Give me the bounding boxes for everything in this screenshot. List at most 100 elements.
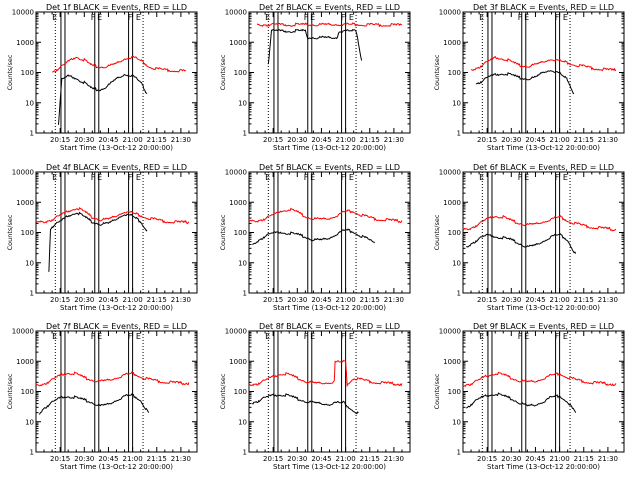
y-tick-label: 10 (25, 418, 34, 426)
panel-det-3: Det 3f BLACK = Events, RED = LLD 1 10 100 10… (433, 3, 625, 152)
x-tick-label: 20:30 (74, 455, 94, 463)
event-marker-label: E (136, 13, 141, 22)
y-tick-label: 1 (457, 130, 461, 138)
x-tick-label: 21:30 (598, 136, 618, 144)
event-marker-label: F (91, 332, 96, 341)
y-tick-label: 1000 (16, 199, 34, 207)
x-tick-label: 21:15 (147, 455, 167, 463)
plot-frame (462, 171, 625, 294)
plot-frame (462, 330, 625, 453)
event-marker-label: E (349, 173, 354, 182)
event-marker-label: E (52, 13, 57, 22)
y-axis-label: Counts/sec (219, 373, 227, 409)
x-tick-label: 21:30 (598, 455, 618, 463)
y-axis-label: Counts/sec (6, 54, 14, 90)
event-marker-label: E (479, 173, 484, 182)
event-marker-label: F (555, 332, 560, 341)
x-axis-label: Start Time (13-Oct-12 20:00:00) (273, 304, 386, 312)
panel-det-9: Det 9f BLACK = Events, RED = LLD 1 10 100 10… (433, 322, 625, 471)
event-marker-label: E (97, 13, 102, 22)
y-tick-label: 10 (452, 418, 461, 426)
x-axis-label: Start Time (13-Oct-12 20:00:00) (487, 144, 600, 152)
plot-frame (35, 171, 198, 294)
event-marker-label: F (304, 13, 309, 22)
x-tick-label: 20:15 (50, 136, 70, 144)
x-tick-label: 21:15 (574, 296, 594, 304)
event-marker-label: F (128, 332, 133, 341)
y-tick-label: 1000 (229, 358, 247, 366)
x-tick-label: 20:30 (501, 136, 521, 144)
series-line-lld (471, 55, 617, 72)
event-marker-label: E (97, 332, 102, 341)
x-tick-label: 20:45 (525, 136, 545, 144)
x-axis-label: Start Time (13-Oct-12 20:00:00) (273, 144, 386, 152)
series-line-events (267, 28, 363, 65)
series-line-events (58, 73, 148, 125)
x-tick-label: 20:30 (501, 296, 521, 304)
y-tick-label: 10 (25, 259, 34, 267)
event-marker-label: F (341, 173, 346, 182)
y-tick-label: 1000 (229, 39, 247, 47)
event-marker-label: F (128, 13, 133, 22)
x-tick-label: 21:00 (336, 296, 356, 304)
event-marker-label: E (479, 332, 484, 341)
x-tick-label: 20:15 (263, 296, 283, 304)
x-tick-label: 20:15 (263, 136, 283, 144)
event-marker-label: E (479, 13, 484, 22)
plot-frame (248, 330, 411, 453)
x-tick-label: 20:45 (311, 136, 331, 144)
x-tick-label: 21:30 (171, 136, 191, 144)
y-axis-label: Counts/sec (219, 214, 227, 250)
x-tick-label: 21:30 (171, 296, 191, 304)
event-marker-label: E (265, 173, 270, 182)
panel-title: Det 5f BLACK = Events, RED = LLD (259, 163, 400, 172)
y-tick-label: 1 (243, 130, 247, 138)
panel-title: Det 3f BLACK = Events, RED = LLD (473, 3, 614, 12)
x-tick-label: 21:15 (360, 455, 380, 463)
event-marker-label: F (128, 173, 133, 182)
x-tick-label: 21:30 (384, 455, 404, 463)
y-axis-label: Counts/sec (433, 214, 441, 250)
x-tick-label: 20:15 (50, 455, 70, 463)
y-tick-label: 1 (30, 290, 34, 298)
y-axis-label: Counts/sec (433, 373, 441, 409)
y-tick-label: 10000 (439, 9, 461, 17)
event-marker-label: F (555, 13, 560, 22)
event-marker-label: E (349, 13, 354, 22)
x-tick-label: 21:15 (360, 136, 380, 144)
y-tick-label: 10000 (225, 169, 247, 177)
event-marker-label: E (563, 13, 568, 22)
x-tick-label: 20:45 (525, 296, 545, 304)
event-marker-label: E (524, 173, 529, 182)
event-marker-label: F (518, 173, 523, 182)
x-tick-label: 20:30 (74, 136, 94, 144)
panel-det-7: Det 7f BLACK = Events, RED = LLD 1 10 100 10… (6, 322, 198, 471)
event-marker-label: E (563, 173, 568, 182)
series-line-lld (256, 22, 403, 28)
y-tick-label: 10000 (225, 328, 247, 336)
x-tick-label: 20:15 (50, 296, 70, 304)
y-tick-label: 10 (452, 99, 461, 107)
y-tick-label: 1000 (16, 39, 34, 47)
x-tick-label: 21:00 (123, 296, 143, 304)
x-tick-label: 20:45 (98, 296, 118, 304)
x-tick-label: 20:45 (98, 136, 118, 144)
event-marker-label: E (524, 13, 529, 22)
panel-title: Det 1f BLACK = Events, RED = LLD (46, 3, 187, 12)
y-tick-label: 10 (238, 259, 247, 267)
event-marker-label: F (304, 173, 309, 182)
y-tick-label: 1 (457, 449, 461, 457)
y-tick-label: 10 (452, 259, 461, 267)
x-tick-label: 21:30 (384, 136, 404, 144)
event-marker-label: F (341, 13, 346, 22)
y-tick-label: 100 (234, 229, 247, 237)
x-tick-label: 20:45 (525, 455, 545, 463)
event-marker-label: E (563, 332, 568, 341)
y-tick-label: 10000 (225, 9, 247, 17)
series-line-events (251, 393, 359, 415)
x-tick-label: 21:15 (574, 455, 594, 463)
y-tick-label: 1000 (16, 358, 34, 366)
panel-title: Det 6f BLACK = Events, RED = LLD (473, 163, 614, 172)
x-axis-label: Start Time (13-Oct-12 20:00:00) (60, 144, 173, 152)
